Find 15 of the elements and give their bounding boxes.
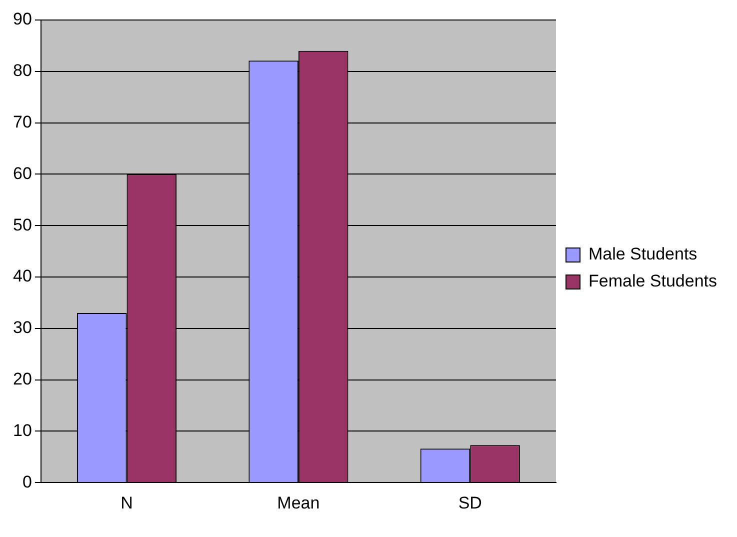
legend-label: Male Students [588,244,698,264]
y-tick-label: 0 [22,472,32,492]
x-tick-label: Mean [277,493,320,512]
y-tick-label: 10 [12,420,32,440]
y-tick-label: 40 [12,266,32,286]
y-tick-label: 50 [12,215,32,234]
x-tick-label: SD [458,493,482,512]
y-tick-label: 20 [12,369,32,388]
x-tick-label: N [120,493,133,512]
y-tick-label: 90 [12,10,32,29]
y-tick-label: 70 [12,112,32,132]
y-tick-label: 30 [12,318,32,338]
legend-label: Female Students [588,272,718,291]
y-tick-label: 80 [12,61,32,80]
y-tick-label: 60 [12,164,32,183]
